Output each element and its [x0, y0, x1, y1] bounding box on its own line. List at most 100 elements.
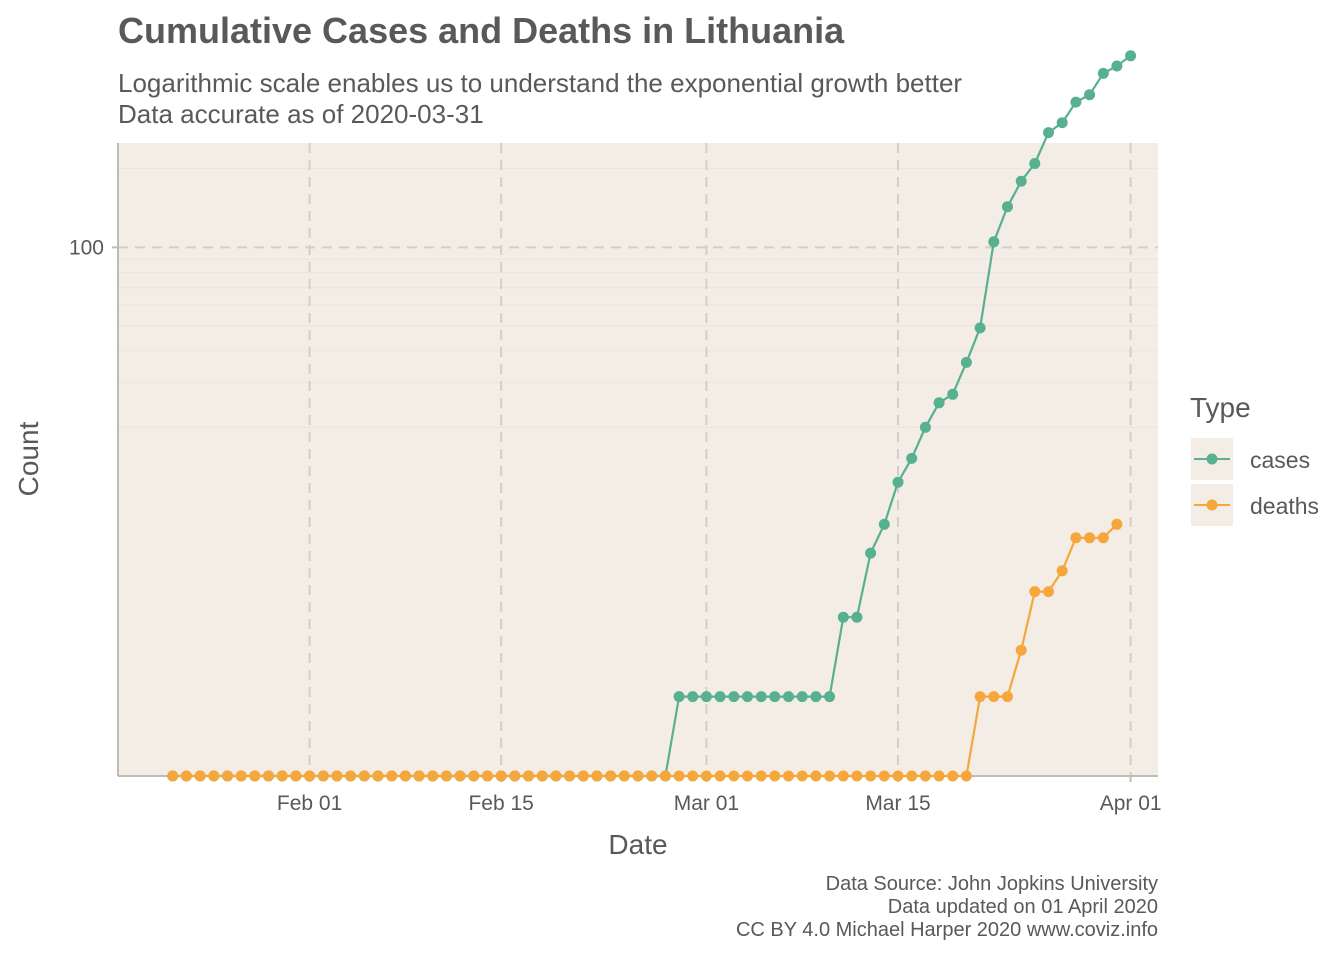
data-point-deaths	[837, 770, 849, 782]
y-axis-title: Count	[13, 421, 44, 496]
data-point-deaths	[591, 770, 603, 782]
data-point-deaths	[687, 770, 699, 782]
subtitle-line-2: Data accurate as of 2020-03-31	[118, 99, 484, 129]
data-point-deaths	[960, 770, 972, 782]
data-point-deaths	[769, 770, 781, 782]
data-point-cases	[728, 691, 740, 703]
data-point-deaths	[632, 770, 644, 782]
data-point-deaths	[523, 770, 534, 782]
x-tick-label: Apr 01	[1100, 792, 1162, 815]
data-point-deaths	[167, 770, 179, 782]
data-point-cases	[906, 452, 918, 464]
data-point-cases	[796, 691, 808, 703]
data-point-cases	[1125, 50, 1137, 62]
data-point-deaths	[194, 770, 206, 782]
data-point-cases	[1084, 89, 1096, 101]
data-point-cases	[960, 356, 972, 368]
data-point-cases	[919, 421, 931, 433]
x-tick-label: Feb 15	[468, 792, 533, 815]
series-layer	[167, 50, 1137, 782]
data-point-cases	[1043, 127, 1054, 139]
data-point-deaths	[249, 770, 261, 782]
data-point-deaths	[536, 770, 548, 782]
data-point-cases	[837, 611, 849, 623]
data-point-deaths	[304, 770, 316, 782]
data-point-deaths	[372, 770, 384, 782]
data-point-deaths	[714, 770, 726, 782]
data-point-cases	[1056, 117, 1068, 129]
data-point-cases	[824, 691, 836, 703]
data-point-deaths	[550, 770, 562, 782]
data-point-deaths	[564, 770, 576, 782]
data-point-cases	[810, 691, 822, 703]
x-tick-label: Feb 01	[277, 792, 342, 815]
data-point-deaths	[399, 770, 411, 782]
data-point-cases	[1029, 158, 1041, 169]
data-point-cases	[988, 236, 1000, 248]
data-point-cases	[673, 691, 685, 703]
data-point-cases	[742, 691, 753, 703]
data-point-cases	[755, 691, 767, 703]
data-point-cases	[1015, 175, 1027, 187]
data-point-deaths	[495, 770, 507, 782]
legend-title: Type	[1190, 392, 1251, 423]
data-point-deaths	[700, 770, 712, 782]
chart-title: Cumulative Cases and Deaths in Lithuania	[118, 10, 845, 51]
data-point-cases	[714, 691, 726, 703]
data-point-deaths	[1084, 532, 1096, 544]
caption-license: CC BY 4.0 Michael Harper 2020 www.coviz.…	[735, 919, 1158, 941]
data-point-deaths	[673, 770, 685, 782]
data-point-deaths	[988, 691, 1000, 703]
data-point-deaths	[290, 770, 302, 782]
series-line-deaths	[172, 523, 1118, 778]
data-point-deaths	[824, 770, 836, 782]
data-point-deaths	[947, 770, 959, 782]
data-point-cases	[892, 476, 904, 488]
data-point-deaths	[509, 770, 521, 782]
data-point-cases	[851, 611, 863, 623]
y-tick-label: 100	[69, 236, 104, 259]
data-point-cases	[1111, 60, 1123, 72]
legend-key-deaths-point	[1206, 499, 1218, 511]
data-point-deaths	[810, 770, 822, 782]
data-point-deaths	[180, 770, 192, 782]
data-point-cases	[700, 691, 712, 703]
data-point-deaths	[1002, 691, 1013, 703]
data-point-deaths	[783, 770, 794, 782]
data-point-cases	[1097, 67, 1109, 79]
data-point-deaths	[427, 770, 439, 782]
data-point-deaths	[468, 770, 480, 782]
data-point-deaths	[1097, 532, 1109, 544]
data-point-deaths	[454, 770, 466, 782]
data-point-deaths	[331, 770, 343, 782]
legend: Type cases deaths	[1189, 392, 1319, 528]
data-point-deaths	[728, 770, 740, 782]
data-point-deaths	[577, 770, 589, 782]
data-point-cases	[947, 388, 959, 400]
data-point-deaths	[386, 770, 398, 782]
data-point-deaths	[222, 770, 233, 782]
legend-label-cases: cases	[1250, 447, 1310, 473]
data-point-deaths	[919, 770, 931, 782]
legend-key-cases-point	[1206, 453, 1218, 465]
data-point-deaths	[235, 770, 247, 782]
caption-source: Data Source: John Jopkins University	[825, 873, 1158, 895]
data-point-deaths	[345, 770, 357, 782]
data-point-deaths	[878, 770, 890, 782]
data-point-deaths	[618, 770, 630, 782]
data-point-deaths	[440, 770, 452, 782]
x-tick-label: Mar 15	[865, 792, 930, 815]
data-point-deaths	[605, 770, 617, 782]
chart-caption: Data Source: John Jopkins University Dat…	[736, 873, 1158, 942]
data-point-deaths	[1043, 586, 1054, 598]
data-point-deaths	[1070, 532, 1082, 544]
data-point-deaths	[482, 770, 493, 782]
caption-updated: Data updated on 01 April 2020	[887, 896, 1158, 918]
data-point-deaths	[413, 770, 425, 782]
chart-subtitle: Logarithmic scale enables us to understa…	[118, 68, 962, 130]
data-point-deaths	[646, 770, 658, 782]
data-point-deaths	[906, 770, 918, 782]
data-point-deaths	[892, 770, 904, 782]
data-point-cases	[878, 518, 890, 530]
